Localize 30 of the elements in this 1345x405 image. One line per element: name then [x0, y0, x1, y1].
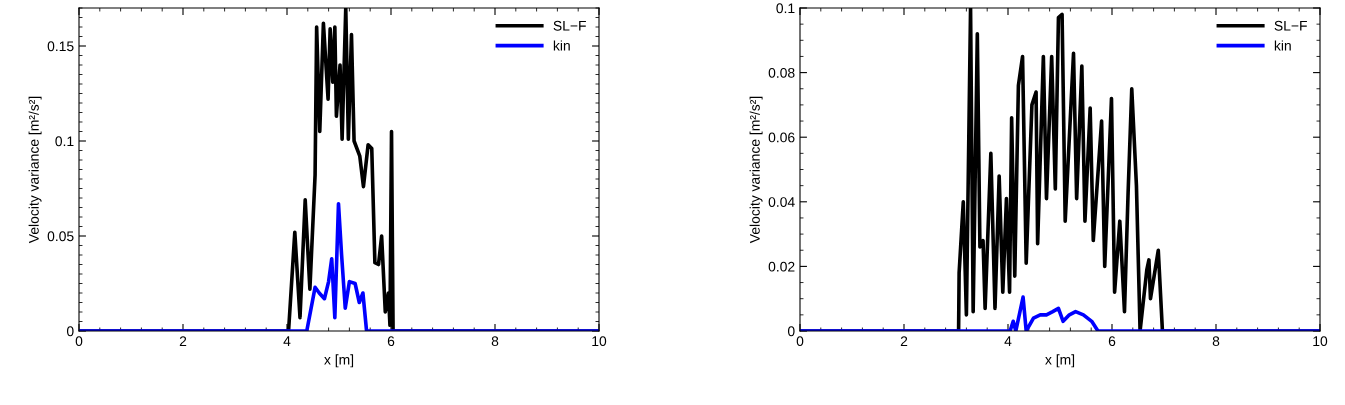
- y-tick-label: 0.1: [55, 136, 74, 147]
- x-tick-label: 6: [387, 336, 395, 347]
- x-tick-label: 10: [1313, 336, 1328, 347]
- y-tick-label: 0: [787, 326, 795, 337]
- x-axis-title: x [m]: [1045, 354, 1075, 368]
- x-axis-title: x [m]: [324, 354, 354, 368]
- y-tick-label: 0.08: [768, 67, 795, 78]
- x-tick-label: 10: [592, 336, 607, 347]
- x-tick-label: 0: [796, 336, 804, 347]
- y-axis-title: Velocity variance [m²/s²]: [28, 96, 42, 244]
- x-tick-label: 4: [283, 336, 291, 346]
- y-tick-label: 0.04: [768, 197, 795, 207]
- x-tick-label: 2: [179, 336, 187, 346]
- legend-label: SL−F: [1274, 20, 1307, 31]
- y-tick-label: 0.15: [47, 41, 74, 52]
- y-tick-label: 0.1: [776, 3, 795, 14]
- x-tick-label: 8: [491, 336, 499, 347]
- x-tick-label: 6: [1108, 336, 1116, 347]
- y-tick-label: 0.05: [47, 231, 74, 242]
- y-tick-label: 0.02: [768, 261, 795, 272]
- x-tick-label: 2: [900, 336, 908, 346]
- x-tick-label: 8: [1212, 336, 1220, 347]
- legend-label: kin: [1274, 40, 1291, 51]
- x-tick-label: 0: [75, 336, 83, 347]
- legend-label: SL−F: [553, 20, 586, 31]
- y-tick-label: 0: [66, 326, 74, 337]
- legend-label: kin: [553, 40, 570, 51]
- x-tick-label: 4: [1004, 336, 1012, 346]
- y-tick-label: 0.06: [768, 132, 795, 143]
- y-axis-title: Velocity variance [m²/s²]: [749, 96, 763, 244]
